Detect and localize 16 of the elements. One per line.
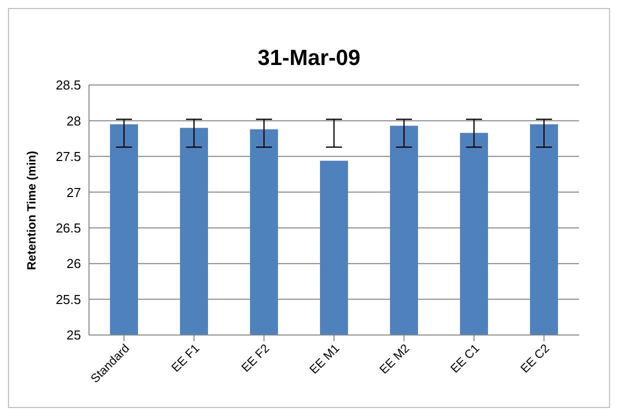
y-tick-label: 27: [66, 184, 81, 200]
y-tick-label: 25.5: [56, 292, 81, 307]
x-tick-label: EE M1: [306, 341, 342, 377]
chart-title: 31-Mar-09: [256, 44, 362, 72]
y-tick-label: 25: [66, 328, 81, 343]
x-tick-label: EE M2: [376, 341, 412, 377]
y-tick-label: 28.5: [56, 78, 81, 93]
y-tick-label: 28: [66, 113, 81, 128]
x-tick-label: EE F1: [168, 341, 202, 375]
x-tick-label: EE C2: [518, 341, 552, 376]
x-tick-label: EE C1: [448, 341, 482, 376]
y-tick-label: 26: [66, 256, 81, 272]
y-tick-label: 27.5: [56, 149, 81, 164]
y-axis-title: Retention Time (min): [24, 150, 38, 270]
y-tick-label: 26.5: [56, 220, 81, 236]
x-tick-label: EE F2: [238, 341, 272, 375]
